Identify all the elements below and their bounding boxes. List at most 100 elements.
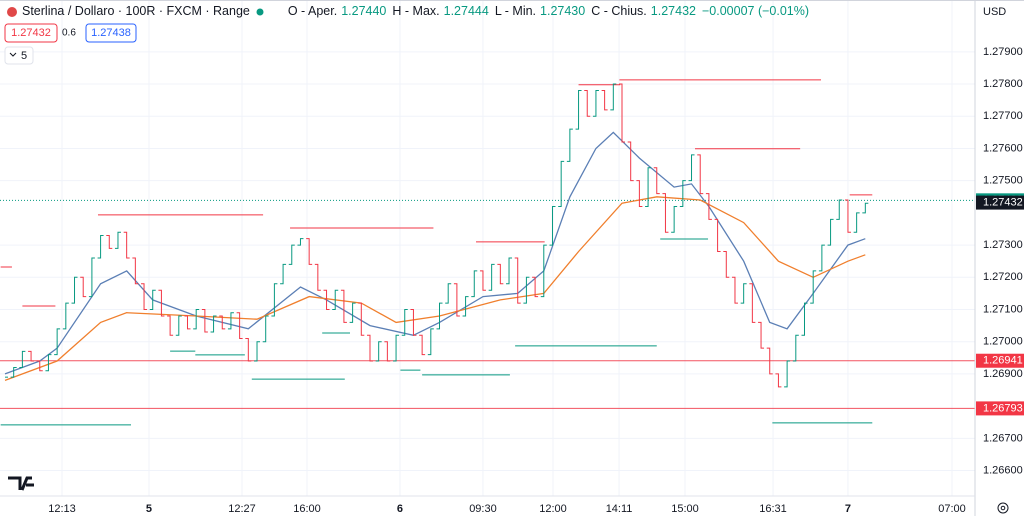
range-bar [758,321,765,349]
sell-price: 1.27432 [11,27,51,39]
header-text: 1.27430 [540,4,585,18]
range-bar [627,141,634,182]
range-bar [427,328,434,356]
range-bar [705,193,712,220]
range-bar [479,270,486,291]
header-text: H - Max. [392,4,439,18]
range-bar [375,341,382,362]
range-bar [584,90,591,117]
range-bar [862,202,869,214]
range-bar [471,270,478,298]
x-tick-label: 09:30 [469,503,497,515]
range-bar [80,276,87,298]
range-bar [45,354,52,372]
range-bar [506,257,513,285]
settings-icon[interactable] [997,502,1009,514]
range-bar [653,167,660,195]
range-bar [10,366,17,378]
range-bar [262,315,269,343]
range-bar [514,257,521,304]
range-bar [688,154,695,182]
price-label-box [976,353,1024,368]
range-bar [62,302,69,330]
range-bar [71,276,78,304]
range-bar [523,276,530,304]
chevron-icon [9,52,17,57]
range-bar [340,289,347,323]
header-text: 1.27432 [651,4,696,18]
header-text: C - Chius. [591,4,647,18]
range-bar [488,263,495,291]
range-bar [801,302,808,336]
range-bar [227,312,234,330]
range-bar [201,309,208,333]
y-tick-label: 1.27500 [983,175,1023,187]
range-bar [384,341,391,362]
range-bar [193,309,200,330]
range-bar [497,263,504,285]
y-tick-label: 1.26900 [983,368,1023,380]
sell-box[interactable] [4,23,58,43]
range-bar [558,160,565,207]
indicators-toggle[interactable] [4,46,34,65]
range-bar [792,334,799,362]
header-text: L - Min. [495,4,536,18]
currency[interactable]: USD [983,6,1006,18]
x-tick-label: 15:00 [671,503,699,515]
x-tick-label: 6 [397,503,403,515]
y-tick-label: 1.26700 [983,432,1023,444]
range-bar [853,212,860,233]
range-bar [810,270,817,304]
x-tick-label: 16:31 [759,503,787,515]
symbol-icon [7,7,17,17]
buy-price: 1.27438 [91,27,131,39]
y-tick-label: 1.27700 [983,110,1023,122]
range-bar [141,283,148,311]
range-bar [288,244,295,265]
range-bar [123,231,130,259]
range-bar [436,302,443,330]
range-bar [532,276,539,298]
range-bar [401,309,408,336]
moving-average [4,131,866,375]
range-bar [731,276,738,304]
range-bar [314,263,321,291]
range-bar [167,315,174,336]
range-bar [158,289,165,317]
range-bar [575,90,582,130]
price-label-box [976,195,1024,210]
range-bar [671,205,678,233]
range-bar [636,180,643,207]
range-bar [88,257,95,298]
range-bar [410,309,417,336]
buy-box[interactable] [85,23,137,43]
header-text: 1.27444 [444,4,489,18]
header-text: −0.00007 (−0.01%) [702,4,809,18]
range-bar [844,199,851,233]
range-bar [393,334,400,362]
range-bar [149,289,156,311]
x-tick-label: 14:11 [606,503,633,515]
range-bar [332,289,339,311]
range-bar [175,315,182,336]
range-bar [97,234,104,259]
range-bar [297,238,304,246]
header-text: 1.27440 [341,4,386,18]
y-tick-label: 1.27300 [983,239,1023,251]
range-bar [323,289,330,311]
range-bar [818,244,825,272]
x-tick-label: 12:00 [539,503,567,515]
range-bar [280,263,287,285]
y-tick-label: 1.27600 [983,142,1023,154]
range-bar [19,350,26,368]
price-label: 1.27432 [983,196,1023,208]
range-bar [462,296,469,317]
range-bar [36,360,43,372]
range-bar [740,283,747,304]
price-label: 1.26941 [983,355,1023,367]
range-bar [592,90,599,117]
x-tick-label: 12:27 [228,503,256,515]
range-bar [827,218,834,246]
range-bar [132,257,139,285]
